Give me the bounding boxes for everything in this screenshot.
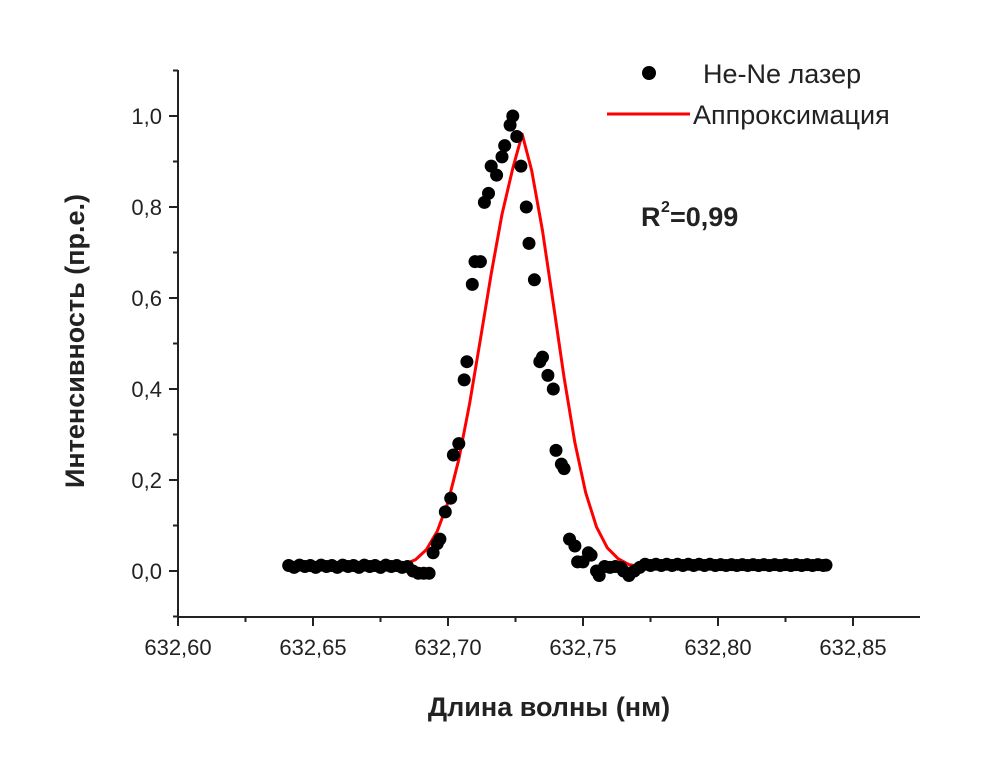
data-point — [541, 368, 555, 382]
x-tick-label: 632,80 — [684, 635, 751, 660]
data-point — [527, 273, 541, 287]
data-point — [557, 462, 571, 476]
data-point — [482, 186, 495, 200]
data-point — [519, 200, 533, 214]
y-tick-label: 1,0 — [131, 104, 162, 129]
legend: He-Ne лазер Аппроксимация — [607, 59, 890, 130]
r-squared-value: =0,99 — [670, 202, 738, 232]
y-ticks: 0,0 0,2 0,4 0,6 0,8 1,0 — [131, 69, 178, 618]
data-point — [465, 277, 479, 291]
data-point — [422, 566, 436, 580]
y-tick-label: 0,6 — [131, 286, 162, 311]
data-point — [498, 139, 512, 153]
data-points-layer — [282, 109, 833, 582]
y-tick-label: 0,0 — [131, 559, 162, 584]
data-point — [819, 558, 833, 572]
data-point — [568, 539, 582, 553]
data-point — [536, 350, 549, 364]
data-point — [546, 382, 560, 396]
data-point — [444, 491, 458, 505]
x-tick-label: 632,85 — [819, 635, 886, 660]
r-squared-annotation: R 2 =0,99 — [641, 199, 738, 232]
data-point — [490, 168, 504, 182]
data-point — [514, 159, 528, 173]
legend-label-fit: Аппроксимация — [693, 100, 890, 130]
r-squared-base: R — [641, 202, 661, 232]
data-point — [460, 355, 474, 369]
y-axis-title: Интенсивность (пр.е.) — [60, 194, 90, 488]
data-point — [549, 443, 563, 457]
x-tick-label: 632,75 — [549, 635, 616, 660]
data-point — [457, 373, 471, 387]
data-point — [433, 532, 447, 546]
data-point — [452, 437, 466, 451]
x-ticks: 632,60 632,65 632,70 632,75 632,80 632,85 — [144, 617, 887, 660]
legend-marker-he-ne — [642, 66, 656, 80]
data-point — [446, 448, 460, 462]
x-axis-title: Длина волны (нм) — [428, 692, 670, 722]
data-point — [584, 548, 598, 562]
data-point — [495, 150, 509, 164]
data-point — [510, 130, 524, 143]
data-point — [438, 505, 452, 519]
data-point — [522, 236, 536, 250]
y-tick-label: 0,2 — [131, 468, 162, 493]
data-point — [473, 255, 487, 269]
legend-label-he-ne: He-Ne лазер — [703, 59, 861, 89]
y-tick-label: 0,8 — [131, 195, 162, 220]
y-tick-label: 0,4 — [131, 377, 162, 402]
x-tick-label: 632,65 — [279, 635, 346, 660]
x-tick-label: 632,60 — [144, 635, 211, 660]
r-squared-superscript: 2 — [661, 199, 670, 216]
x-tick-label: 632,70 — [414, 635, 481, 660]
data-point — [506, 109, 520, 123]
